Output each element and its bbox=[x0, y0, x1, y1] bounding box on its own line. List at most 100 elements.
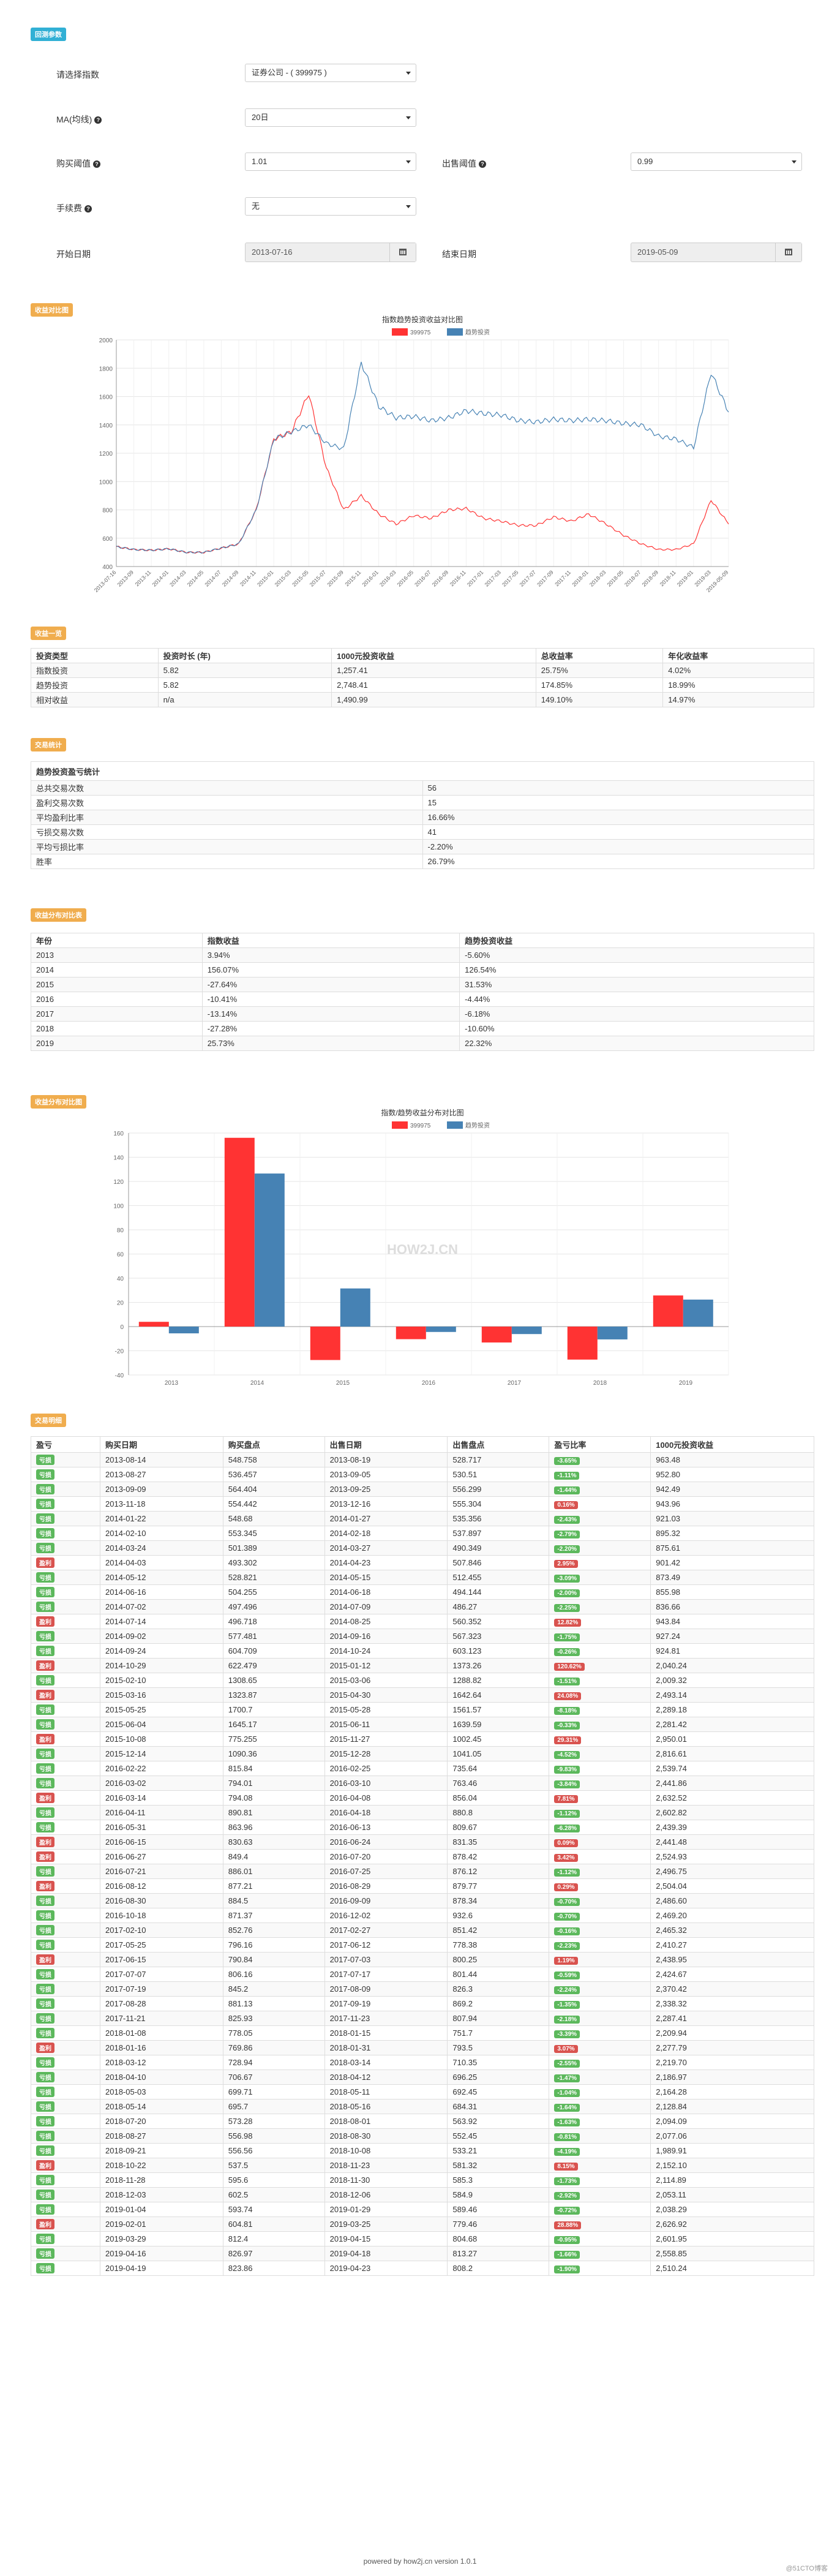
bar bbox=[426, 1327, 456, 1332]
table-cell: 880.8 bbox=[447, 1805, 550, 1820]
table-cell: 2019-04-23 bbox=[324, 2261, 448, 2276]
table-cell: 2019-01-04 bbox=[100, 2202, 223, 2217]
table-cell: 778.38 bbox=[447, 1937, 550, 1953]
trades-badge: 交易明细 bbox=[31, 1414, 66, 1427]
status-badge: 盈利 bbox=[36, 1734, 54, 1744]
bar bbox=[396, 1327, 426, 1339]
index-select[interactable]: 证券公司 - ( 399975 ) bbox=[245, 64, 416, 82]
y-tick-label: 2000 bbox=[99, 337, 113, 344]
table-row: 亏损 2013-08-27 536.457 2013-09-05 530.51 -1.11… bbox=[31, 1467, 814, 1482]
table-cell: 564.404 bbox=[222, 1482, 325, 1497]
table-cell: 亏损 bbox=[31, 2128, 100, 2144]
table-cell: 2014-02-18 bbox=[324, 1526, 448, 1541]
chart-title: 指数/趋势收益分布对比图 bbox=[381, 1108, 463, 1117]
table-cell: 2017-09-19 bbox=[324, 1996, 448, 2011]
legend-label: 399975 bbox=[410, 330, 431, 336]
table-cell: 494.144 bbox=[447, 1584, 550, 1600]
buy-select[interactable]: 1.01 bbox=[245, 153, 416, 171]
ratio-badge: -1.11% bbox=[554, 1471, 580, 1480]
table-cell: -1.66% bbox=[549, 2246, 651, 2261]
table-cell: 盈利 bbox=[31, 2040, 100, 2055]
table-cell: 855.98 bbox=[650, 1584, 814, 1600]
table-cell: 2019-01-29 bbox=[324, 2202, 448, 2217]
ratio-badge: 0.09% bbox=[554, 1839, 578, 1847]
table-cell: 804.68 bbox=[447, 2231, 550, 2246]
table-row: 亏损 2016-03-02 794.01 2016-03-10 763.46 -3.84%… bbox=[31, 1776, 814, 1791]
table-cell: 2016-10-18 bbox=[100, 1908, 223, 1923]
x-tick-label: 2018 bbox=[593, 1380, 607, 1387]
table-header-cell: 出售日期 bbox=[324, 1436, 448, 1453]
footer: powered by how2j.cn version 1.0.1 bbox=[363, 2557, 477, 2566]
start-label: 开始日期 bbox=[56, 249, 91, 259]
x-tick-label: 2016-01 bbox=[361, 569, 380, 587]
table-cell: 亏损 bbox=[31, 1981, 100, 1997]
table-cell: 1639.59 bbox=[447, 1717, 550, 1732]
table-cell: 2,164.28 bbox=[650, 2084, 814, 2100]
table-cell: 亏损 bbox=[31, 2187, 100, 2202]
table-cell: 536.457 bbox=[222, 1467, 325, 1482]
fee-select[interactable]: 无 bbox=[245, 197, 416, 216]
table-cell: 2015-05-25 bbox=[100, 1702, 223, 1717]
table-cell: 2,524.93 bbox=[650, 1849, 814, 1864]
table-cell: 2018-04-12 bbox=[324, 2069, 448, 2085]
table-cell: 156.07% bbox=[201, 962, 460, 977]
table-cell: -8.18% bbox=[549, 1702, 651, 1717]
table-cell: 769.86 bbox=[222, 2040, 325, 2055]
status-badge: 亏损 bbox=[36, 2028, 54, 2038]
table-cell: 2018-03-12 bbox=[100, 2055, 223, 2070]
table-cell: 7.81% bbox=[549, 1790, 651, 1806]
ratio-badge: -9.83% bbox=[554, 1765, 580, 1774]
table-cell: 2,338.32 bbox=[650, 1996, 814, 2011]
table-row: 亏损 2015-05-25 1700.7 2015-05-28 1561.57 -8.18… bbox=[31, 1702, 814, 1717]
table-cell: 815.84 bbox=[222, 1761, 325, 1776]
table-cell: 751.7 bbox=[447, 2025, 550, 2041]
start-date-input[interactable]: 2013-07-16 bbox=[245, 243, 416, 262]
table-cell: -2.24% bbox=[549, 1981, 651, 1997]
table-cell: 2013-12-16 bbox=[324, 1496, 448, 1512]
status-badge: 盈利 bbox=[36, 1660, 54, 1671]
table-cell: 2015-01-12 bbox=[324, 1658, 448, 1673]
status-badge: 亏损 bbox=[36, 1587, 54, 1597]
yearly-heading: 收益分布对比表 bbox=[31, 908, 86, 922]
table-cell: 823.86 bbox=[222, 2261, 325, 2276]
watermark-text: HOW2J.CN bbox=[387, 1242, 458, 1257]
help-icon[interactable]: ? bbox=[84, 205, 92, 213]
table-cell: 15 bbox=[422, 795, 814, 810]
y-tick-label: 40 bbox=[117, 1276, 124, 1282]
table-cell: 507.846 bbox=[447, 1555, 550, 1570]
table-cell: 2,287.41 bbox=[650, 2011, 814, 2026]
table-cell: 盈利交易次数 bbox=[31, 795, 423, 810]
table-cell: 2019-04-18 bbox=[324, 2246, 448, 2261]
end-date-input[interactable]: 2019-05-09 bbox=[631, 243, 802, 262]
ratio-badge: 120.62% bbox=[554, 1662, 585, 1671]
y-tick-label: 1400 bbox=[99, 423, 113, 429]
table-cell: -2.20% bbox=[549, 1540, 651, 1556]
help-icon[interactable]: ? bbox=[479, 160, 486, 168]
table-row: 亏损 2018-04-10 706.67 2018-04-12 696.25 -1.47%… bbox=[31, 2069, 814, 2085]
legend-swatch bbox=[392, 328, 408, 336]
status-badge: 盈利 bbox=[36, 2160, 54, 2171]
x-tick-label: 2017-05 bbox=[501, 569, 519, 587]
calendar-icon[interactable] bbox=[389, 243, 416, 262]
table-cell: 1561.57 bbox=[447, 1702, 550, 1717]
table-cell: 2016-06-24 bbox=[324, 1834, 448, 1850]
table-cell: 3.07% bbox=[549, 2040, 651, 2055]
table-cell: 亏损 bbox=[31, 2114, 100, 2129]
x-tick-label: 2013-07-16 bbox=[93, 569, 118, 593]
table-row: 盈利 2019-02-01 604.81 2019-03-25 779.46 28.88%… bbox=[31, 2216, 814, 2232]
table-cell: 2013 bbox=[31, 947, 203, 963]
help-icon[interactable]: ? bbox=[94, 116, 102, 124]
ratio-badge: 0.16% bbox=[554, 1501, 578, 1509]
table-cell: 1308.65 bbox=[222, 1673, 325, 1688]
ma-select[interactable]: 20日 bbox=[245, 108, 416, 127]
help-icon[interactable]: ? bbox=[93, 160, 100, 168]
table-cell: 4.02% bbox=[662, 663, 814, 678]
table-cell: 亏损 bbox=[31, 2261, 100, 2276]
status-badge: 亏损 bbox=[36, 1469, 54, 1480]
table-cell: 2017-07-07 bbox=[100, 1967, 223, 1982]
table-cell: 2,219.70 bbox=[650, 2055, 814, 2070]
table-header-cell: 趋势投资收益 bbox=[459, 933, 814, 948]
calendar-icon[interactable] bbox=[775, 243, 801, 262]
table-row: 亏损 2016-08-30 884.5 2016-09-09 878.34 -0.70% 2… bbox=[31, 1893, 814, 1908]
sell-select[interactable]: 0.99 bbox=[631, 153, 802, 171]
